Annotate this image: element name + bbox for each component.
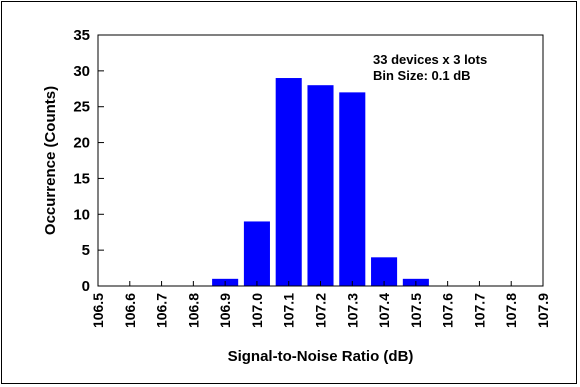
- y-tick-label: 15: [73, 170, 90, 187]
- x-tick-label: 107.5: [408, 293, 424, 328]
- x-tick-label: 107.6: [440, 293, 456, 328]
- bars-group: [212, 78, 429, 287]
- y-tick-label: 25: [73, 99, 90, 116]
- y-tick-label: 10: [73, 206, 90, 223]
- x-tick-label: 106.5: [90, 293, 106, 328]
- x-tick-label: 107.2: [313, 293, 329, 328]
- y-tick-label: 35: [73, 27, 90, 44]
- bar-107.3: [339, 92, 366, 286]
- x-tick-label: 107.8: [503, 293, 519, 328]
- annotation-bin-size: Bin Size: 0.1 dB: [373, 68, 471, 83]
- y-tick-label: 30: [73, 63, 90, 80]
- bar-107.0: [243, 221, 270, 286]
- y-tick-label: 0: [82, 278, 90, 295]
- x-tick-label: 107.3: [344, 293, 360, 328]
- y-tick-label: 5: [82, 242, 90, 259]
- x-tick-label: 107.9: [535, 293, 551, 328]
- annotation-devices: 33 devices x 3 lots: [373, 52, 487, 67]
- y-tick-label: 20: [73, 135, 90, 152]
- y-axis-label: Occurrence (Counts): [42, 86, 59, 235]
- x-tick-label: 106.7: [154, 293, 170, 328]
- x-tick-label: 106.9: [217, 293, 233, 328]
- plot-area-border: [97, 34, 544, 287]
- x-axis-label: Signal-to-Noise Ratio (dB): [228, 348, 414, 365]
- x-axis-ticks: 106.5 106.6 106.7 106.8 106.9 107.0 107.1 107.2…: [90, 281, 551, 328]
- x-tick-label: 106.8: [185, 293, 201, 328]
- x-tick-label: 106.6: [122, 293, 138, 328]
- bar-107.1: [275, 78, 302, 287]
- x-tick-label: 107.0: [249, 293, 265, 328]
- bar-107.2: [307, 85, 334, 286]
- x-tick-label: 107.7: [471, 293, 487, 328]
- x-tick-label: 107.1: [281, 293, 297, 328]
- x-tick-label: 107.4: [376, 293, 392, 328]
- y-axis-ticks: 0 5 10 15 20 25 30 35: [73, 27, 104, 295]
